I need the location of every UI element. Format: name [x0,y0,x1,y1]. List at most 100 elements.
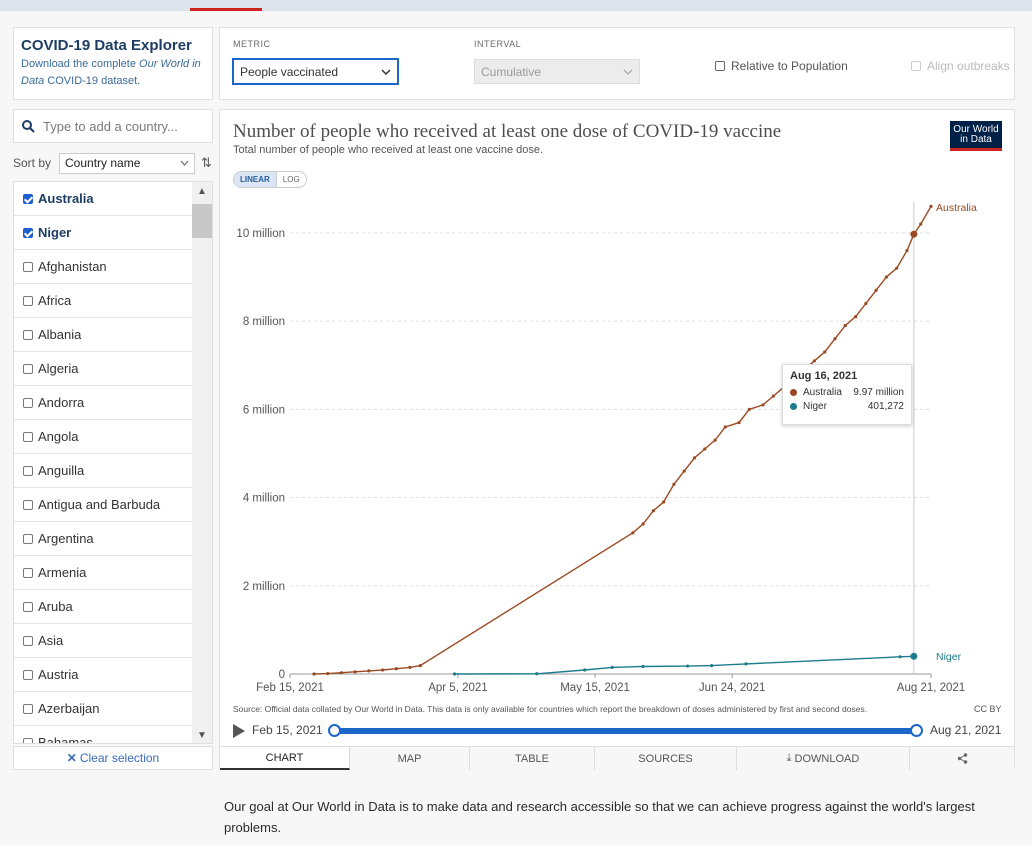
country-checkbox[interactable] [23,397,33,408]
country-item[interactable]: Armenia [14,556,192,590]
data-point [583,668,587,672]
country-name: Bahamas [38,735,93,744]
country-item[interactable]: Africa [14,284,192,318]
country-checkbox[interactable] [23,295,33,306]
source-note[interactable]: Source: Official data collated by Our Wo… [233,704,868,714]
country-checkbox[interactable] [23,193,33,204]
scrollbar-thumb[interactable] [192,204,212,238]
country-checkbox[interactable] [23,533,33,544]
country-checkbox[interactable] [23,261,33,272]
country-item[interactable]: Andorra [14,386,192,420]
country-checkbox[interactable] [23,499,33,510]
data-point [910,652,918,660]
country-search[interactable] [13,109,213,143]
tooltip-date: Aug 16, 2021 [790,370,858,382]
y-tick-label: 0 [279,669,285,681]
dataset-link[interactable]: COVID-19 dataset. [44,75,141,87]
scrollbar-track[interactable] [192,182,212,743]
country-item[interactable]: Argentina [14,522,192,556]
country-checkbox[interactable] [23,431,33,442]
data-point [672,482,676,486]
country-item[interactable]: Australia [14,182,192,216]
data-point [353,670,357,674]
country-name: Afghanistan [38,259,107,274]
sort-direction-icon[interactable]: ⇅ [201,155,212,170]
data-point [535,672,539,676]
country-item[interactable]: Albania [14,318,192,352]
metric-select[interactable]: People vaccinated [233,59,398,84]
country-item[interactable]: Antigua and Barbuda [14,488,192,522]
owid-logo[interactable]: Our World in Data [950,121,1002,151]
license[interactable]: CC BY [974,704,1002,714]
country-item[interactable]: Asia [14,624,192,658]
country-checkbox[interactable] [23,703,33,714]
data-point [895,266,899,270]
tab-sources[interactable]: SOURCES [595,747,737,770]
tooltip-series-name: Australia [803,387,842,398]
clear-selection-button[interactable]: ✕ Clear selection [13,746,213,770]
close-icon: ✕ [66,751,77,765]
data-point [864,301,868,306]
checkbox[interactable] [911,61,921,71]
country-checkbox[interactable] [23,329,33,340]
country-checkbox[interactable] [23,227,33,238]
desc-italic-1[interactable]: Our World in [139,58,201,70]
country-name: Australia [38,191,94,206]
search-input[interactable] [43,118,203,134]
country-item[interactable]: Azerbaijan [14,692,192,726]
share-icon [957,753,967,764]
country-checkbox[interactable] [23,737,33,743]
download-label: DOWNLOAD [794,752,860,765]
timeline-start-handle[interactable] [328,724,341,737]
country-name: Aruba [38,599,73,614]
data-point [874,288,878,292]
data-point [713,438,717,442]
country-item[interactable]: Austria [14,658,192,692]
share-button[interactable] [910,747,1014,770]
linear-scale-button[interactable]: LINEAR [234,172,277,187]
relative-to-population-checkbox[interactable]: Relative to Population [715,59,848,73]
timeline-track[interactable] [334,728,917,734]
country-item[interactable]: Afghanistan [14,250,192,284]
log-scale-button[interactable]: LOG [282,175,300,184]
sort-select[interactable]: Country name [59,152,196,174]
country-checkbox[interactable] [23,601,33,612]
tab-download[interactable]: ⤓ DOWNLOAD [737,747,910,770]
country-item[interactable]: Aruba [14,590,192,624]
play-icon[interactable] [233,724,245,738]
tab-map[interactable]: MAP [350,747,470,770]
tooltip-series-value: 401,272 [867,401,904,412]
data-point [929,204,933,209]
country-checkbox[interactable] [23,363,33,374]
data-point [771,394,775,398]
checkbox[interactable] [715,61,725,71]
desc-italic-2[interactable]: Data [21,75,45,87]
data-point [723,425,727,429]
y-tick-label: 10 million [236,228,285,240]
data-point [641,522,645,526]
country-item[interactable]: Angola [14,420,192,454]
timeline-end-handle[interactable] [910,724,923,737]
align-outbreaks-checkbox[interactable]: Align outbreaks [911,59,1010,73]
data-point [812,359,817,363]
interval-select[interactable]: Cumulative [474,59,640,84]
explorer-description: Download the complete Our World in Data … [21,56,205,90]
scale-toggle[interactable]: LINEAR LOG [233,171,307,188]
country-name: Angola [38,429,79,444]
country-checkbox[interactable] [23,465,33,476]
tab-table[interactable]: TABLE [470,747,595,770]
data-point [408,665,412,669]
data-point [737,420,741,425]
country-item[interactable]: Bahamas [14,726,192,744]
logo-line1: Our World [953,124,999,135]
tab-chart[interactable]: CHART [220,747,350,770]
data-point [898,655,902,659]
country-item[interactable]: Niger [14,216,192,250]
scroll-down-icon[interactable]: ▼ [197,730,207,741]
country-item[interactable]: Algeria [14,352,192,386]
country-checkbox[interactable] [23,669,33,680]
country-checkbox[interactable] [23,635,33,646]
scroll-up-icon[interactable]: ▲ [197,186,207,197]
country-item[interactable]: Anguilla [14,454,192,488]
country-checkbox[interactable] [23,567,33,578]
